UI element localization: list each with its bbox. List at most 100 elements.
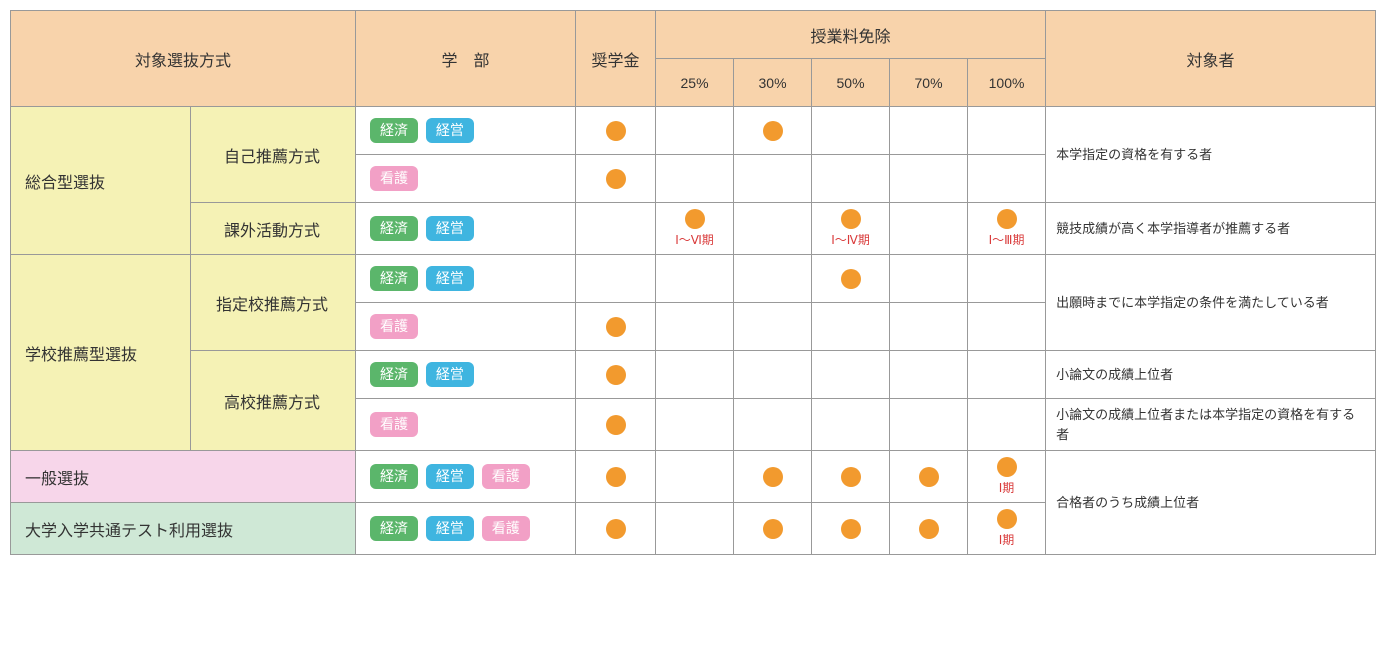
target-cell: 競技成績が高く本学指導者が推薦する者 xyxy=(1046,203,1376,255)
badge-nurse: 看護 xyxy=(482,516,530,540)
hdr-dept: 学 部 xyxy=(356,11,576,107)
table-row: 学校推薦型選抜 指定校推薦方式 経済 経営 出願時までに本学指定の条件を満たして… xyxy=(11,255,1376,303)
hdr-target: 対象者 xyxy=(1046,11,1376,107)
cell-100: Ⅰ期 xyxy=(968,451,1046,503)
period-label: Ⅰ期 xyxy=(976,479,1037,496)
badge-nurse: 看護 xyxy=(370,412,418,436)
badge-mgmt: 経営 xyxy=(426,362,474,386)
dept-cell: 経済 経営 看護 xyxy=(356,451,576,503)
cell-50 xyxy=(812,503,890,555)
badge-mgmt: 経営 xyxy=(426,216,474,240)
hdr-25: 25% xyxy=(656,59,734,107)
cell-100: Ⅰ～Ⅲ期 xyxy=(968,203,1046,255)
cell-scholarship xyxy=(576,107,656,155)
period-label: Ⅰ～Ⅳ期 xyxy=(820,231,881,248)
dept-cell: 看護 xyxy=(356,303,576,351)
cell-scholarship xyxy=(576,351,656,399)
dot-icon xyxy=(997,509,1017,529)
dept-cell: 経済 経営 看護 xyxy=(356,503,576,555)
badge-econ: 経済 xyxy=(370,266,418,290)
cell-30 xyxy=(734,503,812,555)
badge-nurse: 看護 xyxy=(482,464,530,488)
cell-100: Ⅰ期 xyxy=(968,503,1046,555)
dept-cell: 経済 経営 xyxy=(356,255,576,303)
dot-icon xyxy=(997,457,1017,477)
dot-icon xyxy=(763,519,783,539)
cell-25: Ⅰ～Ⅵ期 xyxy=(656,203,734,255)
dot-icon xyxy=(685,209,705,229)
dot-icon xyxy=(841,467,861,487)
dot-icon xyxy=(919,467,939,487)
dot-icon xyxy=(997,209,1017,229)
sub-high: 高校推薦方式 xyxy=(191,351,356,451)
cell-50 xyxy=(812,451,890,503)
dept-cell: 看護 xyxy=(356,399,576,451)
cell-50 xyxy=(812,255,890,303)
badge-mgmt: 経営 xyxy=(426,464,474,488)
cell-30 xyxy=(734,451,812,503)
table-row: 一般選抜 経済 経営 看護 Ⅰ期 合格者のうち成績上位者 xyxy=(11,451,1376,503)
cell-70 xyxy=(890,503,968,555)
target-cell: 本学指定の資格を有する者 xyxy=(1046,107,1376,203)
cat-general: 一般選抜 xyxy=(11,451,356,503)
hdr-50: 50% xyxy=(812,59,890,107)
hdr-70: 70% xyxy=(890,59,968,107)
cell-scholarship xyxy=(576,399,656,451)
cell-scholarship xyxy=(576,503,656,555)
dot-icon xyxy=(841,519,861,539)
dot-icon xyxy=(763,121,783,141)
table-row: 高校推薦方式 経済 経営 小論文の成績上位者 xyxy=(11,351,1376,399)
dot-icon xyxy=(606,169,626,189)
badge-econ: 経済 xyxy=(370,362,418,386)
badge-econ: 経済 xyxy=(370,516,418,540)
badge-mgmt: 経営 xyxy=(426,516,474,540)
dot-icon xyxy=(919,519,939,539)
cat-school-rec: 学校推薦型選抜 xyxy=(11,255,191,451)
dept-cell: 経済 経営 xyxy=(356,351,576,399)
cat-common-test: 大学入学共通テスト利用選抜 xyxy=(11,503,356,555)
hdr-exemption: 授業料免除 xyxy=(656,11,1046,59)
dot-icon xyxy=(606,415,626,435)
hdr-30: 30% xyxy=(734,59,812,107)
cell-50: Ⅰ～Ⅳ期 xyxy=(812,203,890,255)
dot-icon xyxy=(606,365,626,385)
badge-mgmt: 経営 xyxy=(426,266,474,290)
hdr-100: 100% xyxy=(968,59,1046,107)
hdr-scholarship: 奨学金 xyxy=(576,11,656,107)
dot-icon xyxy=(841,209,861,229)
period-label: Ⅰ～Ⅵ期 xyxy=(664,231,725,248)
dot-icon xyxy=(606,121,626,141)
dot-icon xyxy=(606,519,626,539)
cell-scholarship xyxy=(576,155,656,203)
dept-cell: 経済 経営 xyxy=(356,107,576,155)
badge-nurse: 看護 xyxy=(370,314,418,338)
exemption-table: 対象選抜方式 学 部 奨学金 授業料免除 対象者 25% 30% 50% 70%… xyxy=(10,10,1376,555)
target-cell: 出願時までに本学指定の条件を満たしている者 xyxy=(1046,255,1376,351)
table-row: 総合型選抜 自己推薦方式 経済 経営 本学指定の資格を有する者 xyxy=(11,107,1376,155)
cell-70 xyxy=(890,451,968,503)
dot-icon xyxy=(606,467,626,487)
table-row: 課外活動方式 経済 経営 Ⅰ～Ⅵ期 Ⅰ～Ⅳ期 Ⅰ～Ⅲ期 競技成績が高く本学指導者… xyxy=(11,203,1376,255)
dot-icon xyxy=(606,317,626,337)
badge-mgmt: 経営 xyxy=(426,118,474,142)
hdr-selection: 対象選抜方式 xyxy=(11,11,356,107)
target-cell: 小論文の成績上位者 xyxy=(1046,351,1376,399)
sub-extra: 課外活動方式 xyxy=(191,203,356,255)
dept-cell: 看護 xyxy=(356,155,576,203)
sub-self-rec: 自己推薦方式 xyxy=(191,107,356,203)
badge-econ: 経済 xyxy=(370,464,418,488)
badge-econ: 経済 xyxy=(370,216,418,240)
period-label: Ⅰ期 xyxy=(976,531,1037,548)
cell-scholarship xyxy=(576,451,656,503)
dot-icon xyxy=(763,467,783,487)
cell-30 xyxy=(734,107,812,155)
period-label: Ⅰ～Ⅲ期 xyxy=(976,231,1037,248)
badge-nurse: 看護 xyxy=(370,166,418,190)
cat-sougou: 総合型選抜 xyxy=(11,107,191,255)
dot-icon xyxy=(841,269,861,289)
dept-cell: 経済 経営 xyxy=(356,203,576,255)
target-cell: 小論文の成績上位者または本学指定の資格を有する者 xyxy=(1046,399,1376,451)
target-cell: 合格者のうち成績上位者 xyxy=(1046,451,1376,555)
cell-scholarship xyxy=(576,303,656,351)
sub-desig: 指定校推薦方式 xyxy=(191,255,356,351)
